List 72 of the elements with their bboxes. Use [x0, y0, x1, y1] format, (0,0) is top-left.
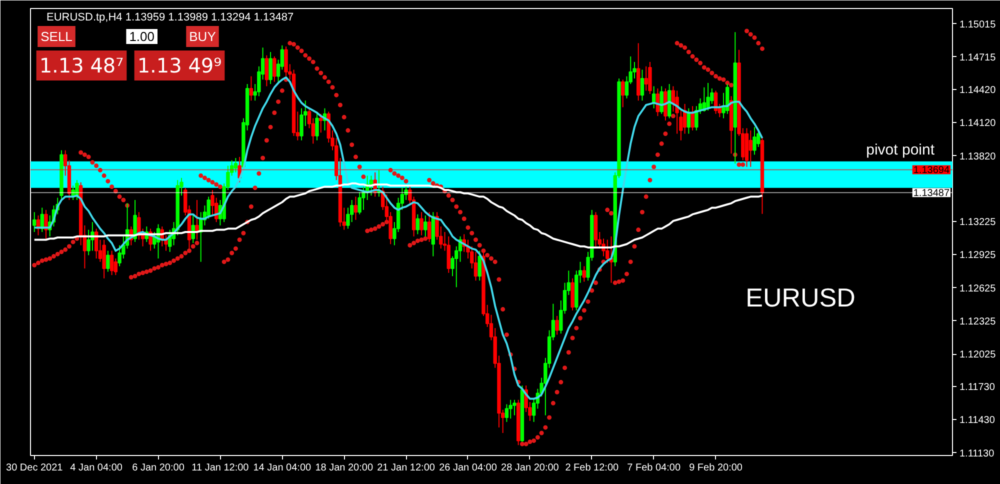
y-tick-label: 1.14715	[960, 52, 996, 64]
annotation: EURUSD	[746, 282, 856, 312]
candlestick	[133, 199, 137, 242]
y-tick-label: 1.12325	[960, 316, 996, 328]
y-tick-label: 1.11130	[960, 448, 995, 460]
annotation: 1.13 49⁹	[137, 54, 222, 78]
candlestick	[44, 209, 48, 240]
chart-title: EURUSD.tp,H4 1.13959 1.13989 1.13294 1.13487	[46, 12, 294, 24]
x-tick-label: 14 Jan 04:00	[253, 462, 312, 474]
candlestick	[75, 180, 79, 200]
candlestick	[555, 315, 559, 336]
candlestick	[427, 212, 432, 242]
candlestick	[264, 54, 269, 87]
x-tick-label: 18 Jan 20:00	[315, 462, 374, 474]
x-tick-label: 7 Feb 04:00	[627, 462, 681, 474]
candlestick	[512, 399, 516, 416]
x-tick-label: 6 Jan 20:00	[132, 462, 185, 474]
y-tick-label: 1.11730	[960, 382, 996, 394]
x-tick-label: 2 Feb 12:00	[565, 462, 620, 474]
annotation: 1.13 48⁷	[39, 54, 124, 78]
x-tick-label: 30 Dec 2021	[6, 462, 64, 474]
candlestick	[504, 404, 509, 422]
candlestick	[102, 239, 106, 279]
ref-line-label: 1.13694	[913, 165, 950, 176]
candlestick	[690, 106, 694, 131]
candlestick	[110, 250, 114, 276]
x-tick-label: 9 Feb 20:00	[689, 462, 743, 474]
candlestick	[621, 79, 625, 108]
y-tick-label: 1.11430	[960, 415, 996, 426]
y-tick-label: 1.12925	[960, 250, 996, 262]
candlestick	[660, 86, 664, 114]
candlestick	[420, 212, 424, 236]
candlestick	[71, 185, 75, 200]
annotation: 1.00	[129, 29, 155, 44]
candlestick	[706, 82, 710, 112]
candlestick	[478, 250, 482, 282]
candlestick	[582, 266, 586, 282]
candlestick	[748, 130, 752, 168]
candlestick	[416, 214, 420, 235]
ref-line-label: 1.13487	[913, 188, 950, 200]
candlestick	[752, 126, 756, 156]
candlestick	[268, 52, 272, 85]
candlestick	[508, 399, 512, 420]
candlestick	[106, 250, 110, 272]
y-tick-label: 1.14120	[960, 118, 996, 130]
y-tick-label: 1.12625	[960, 283, 996, 294]
x-tick-label: 11 Jan 12:00	[192, 462, 250, 474]
candlestick	[315, 111, 319, 141]
candlestick	[354, 196, 358, 220]
y-tick-label: 1.13225	[960, 217, 996, 228]
candlestick	[284, 46, 288, 77]
annotation: SELL	[40, 29, 72, 44]
y-tick-label: 1.14420	[960, 85, 996, 96]
candlestick	[272, 56, 276, 82]
annotation: BUY	[189, 29, 216, 44]
y-tick-label: 1.15015	[960, 19, 996, 30]
candlestick	[648, 61, 652, 94]
x-tick-label: 26 Jan 04:00	[439, 462, 498, 474]
x-tick-label: 4 Jan 04:00	[70, 462, 123, 474]
candlestick	[606, 239, 610, 264]
band-label: pivot point	[866, 141, 936, 158]
candlestick	[640, 69, 644, 102]
y-tick-label: 1.12025	[960, 350, 996, 361]
x-tick-label: 28 Jan 20:00	[501, 462, 560, 474]
y-tick-label: 1.13820	[960, 151, 996, 162]
candlestick	[249, 76, 254, 102]
candlestick	[32, 212, 36, 232]
candlestick	[319, 113, 323, 134]
candlestick	[644, 66, 648, 92]
x-tick-label: 21 Jan 12:00	[377, 462, 436, 474]
candlestick	[446, 236, 450, 274]
candlestick	[234, 158, 238, 173]
